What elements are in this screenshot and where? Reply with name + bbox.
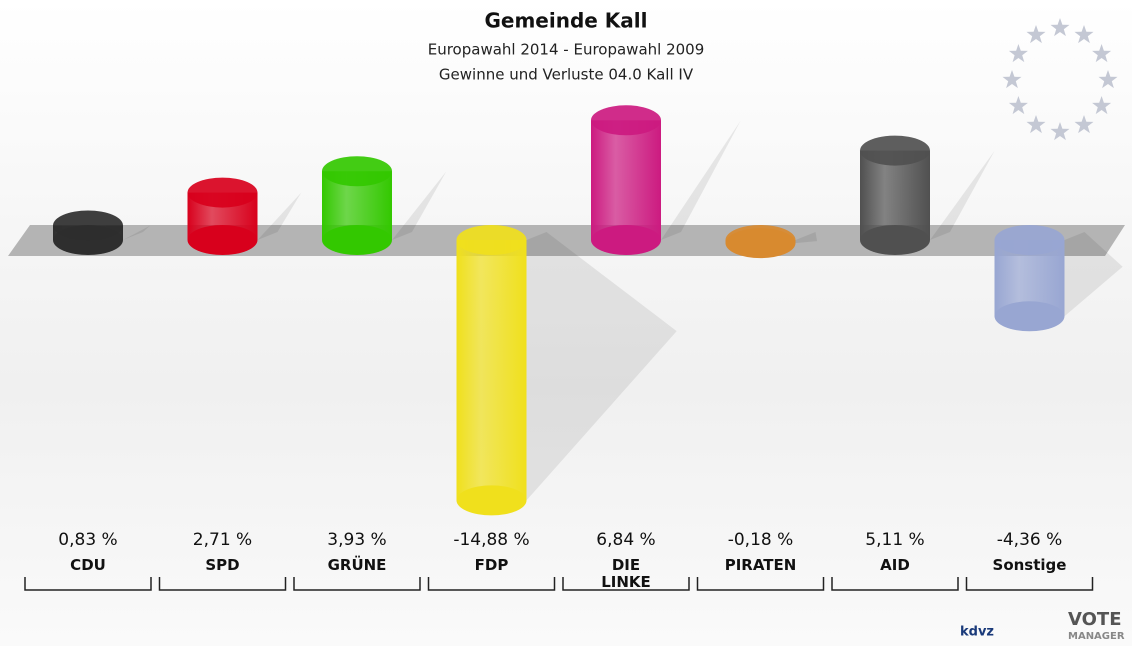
bracket bbox=[158, 577, 287, 591]
star bbox=[1074, 25, 1094, 44]
bracket bbox=[965, 577, 1094, 591]
bar-top bbox=[456, 225, 527, 255]
shadow bbox=[795, 232, 818, 244]
category-label: PIRATEN bbox=[724, 556, 797, 574]
value-label: -0,18 % bbox=[728, 530, 794, 550]
zero-plane bbox=[8, 225, 1125, 256]
star bbox=[1008, 44, 1028, 63]
bar-top bbox=[725, 225, 796, 255]
value-label: 5,11 % bbox=[865, 530, 924, 550]
bar-top bbox=[994, 225, 1065, 255]
bar bbox=[456, 240, 527, 501]
bracket bbox=[24, 577, 152, 591]
subtitle: Gewinne und Verluste 04.0 Kall IV bbox=[439, 66, 694, 84]
bracket bbox=[293, 577, 421, 591]
category-label: Sonstige bbox=[992, 556, 1067, 574]
star bbox=[1002, 70, 1022, 89]
value-label: 0,83 % bbox=[58, 530, 117, 550]
star bbox=[1074, 115, 1094, 134]
star bbox=[1098, 70, 1118, 89]
value-label: 6,84 % bbox=[596, 530, 655, 550]
bar-top bbox=[322, 156, 392, 187]
brand: MANAGER bbox=[1068, 631, 1125, 642]
category-label: DIE LINKE bbox=[601, 556, 651, 591]
brand: kdvz bbox=[960, 625, 994, 640]
bracket bbox=[562, 577, 690, 591]
star bbox=[1050, 18, 1070, 37]
bracket bbox=[831, 577, 959, 591]
shadow bbox=[123, 225, 151, 240]
star bbox=[1026, 25, 1046, 44]
category-label: GRÜNE bbox=[327, 556, 387, 574]
bracket bbox=[427, 577, 556, 591]
shadow bbox=[1064, 232, 1123, 317]
eu-stars bbox=[1002, 18, 1118, 141]
value-label: -14,88 % bbox=[453, 530, 529, 550]
shadow bbox=[930, 150, 995, 240]
star bbox=[1050, 122, 1070, 141]
star bbox=[1092, 44, 1112, 63]
shadow bbox=[257, 192, 302, 240]
bar-top bbox=[591, 105, 661, 136]
value-label: 3,93 % bbox=[327, 530, 386, 550]
category-label: SPD bbox=[205, 556, 240, 574]
bar-top bbox=[187, 177, 258, 208]
bar-top bbox=[860, 135, 930, 166]
star bbox=[1092, 96, 1112, 115]
shadow bbox=[661, 120, 741, 240]
shadow bbox=[392, 171, 447, 240]
bracket bbox=[696, 577, 825, 591]
category-label: FDP bbox=[474, 556, 509, 574]
value-label: 2,71 % bbox=[193, 530, 252, 550]
star bbox=[1008, 96, 1028, 115]
shadow bbox=[526, 232, 677, 501]
brand: VOTE bbox=[1068, 609, 1122, 630]
bar-top bbox=[53, 210, 123, 241]
star bbox=[1026, 115, 1046, 134]
chart-title: Gemeinde Kall bbox=[484, 9, 647, 33]
category-label: CDU bbox=[70, 556, 106, 574]
subtitle: Europawahl 2014 - Europawahl 2009 bbox=[428, 41, 705, 59]
bar bbox=[591, 120, 661, 240]
category-label: AID bbox=[880, 556, 910, 574]
value-label: -4,36 % bbox=[997, 530, 1063, 550]
